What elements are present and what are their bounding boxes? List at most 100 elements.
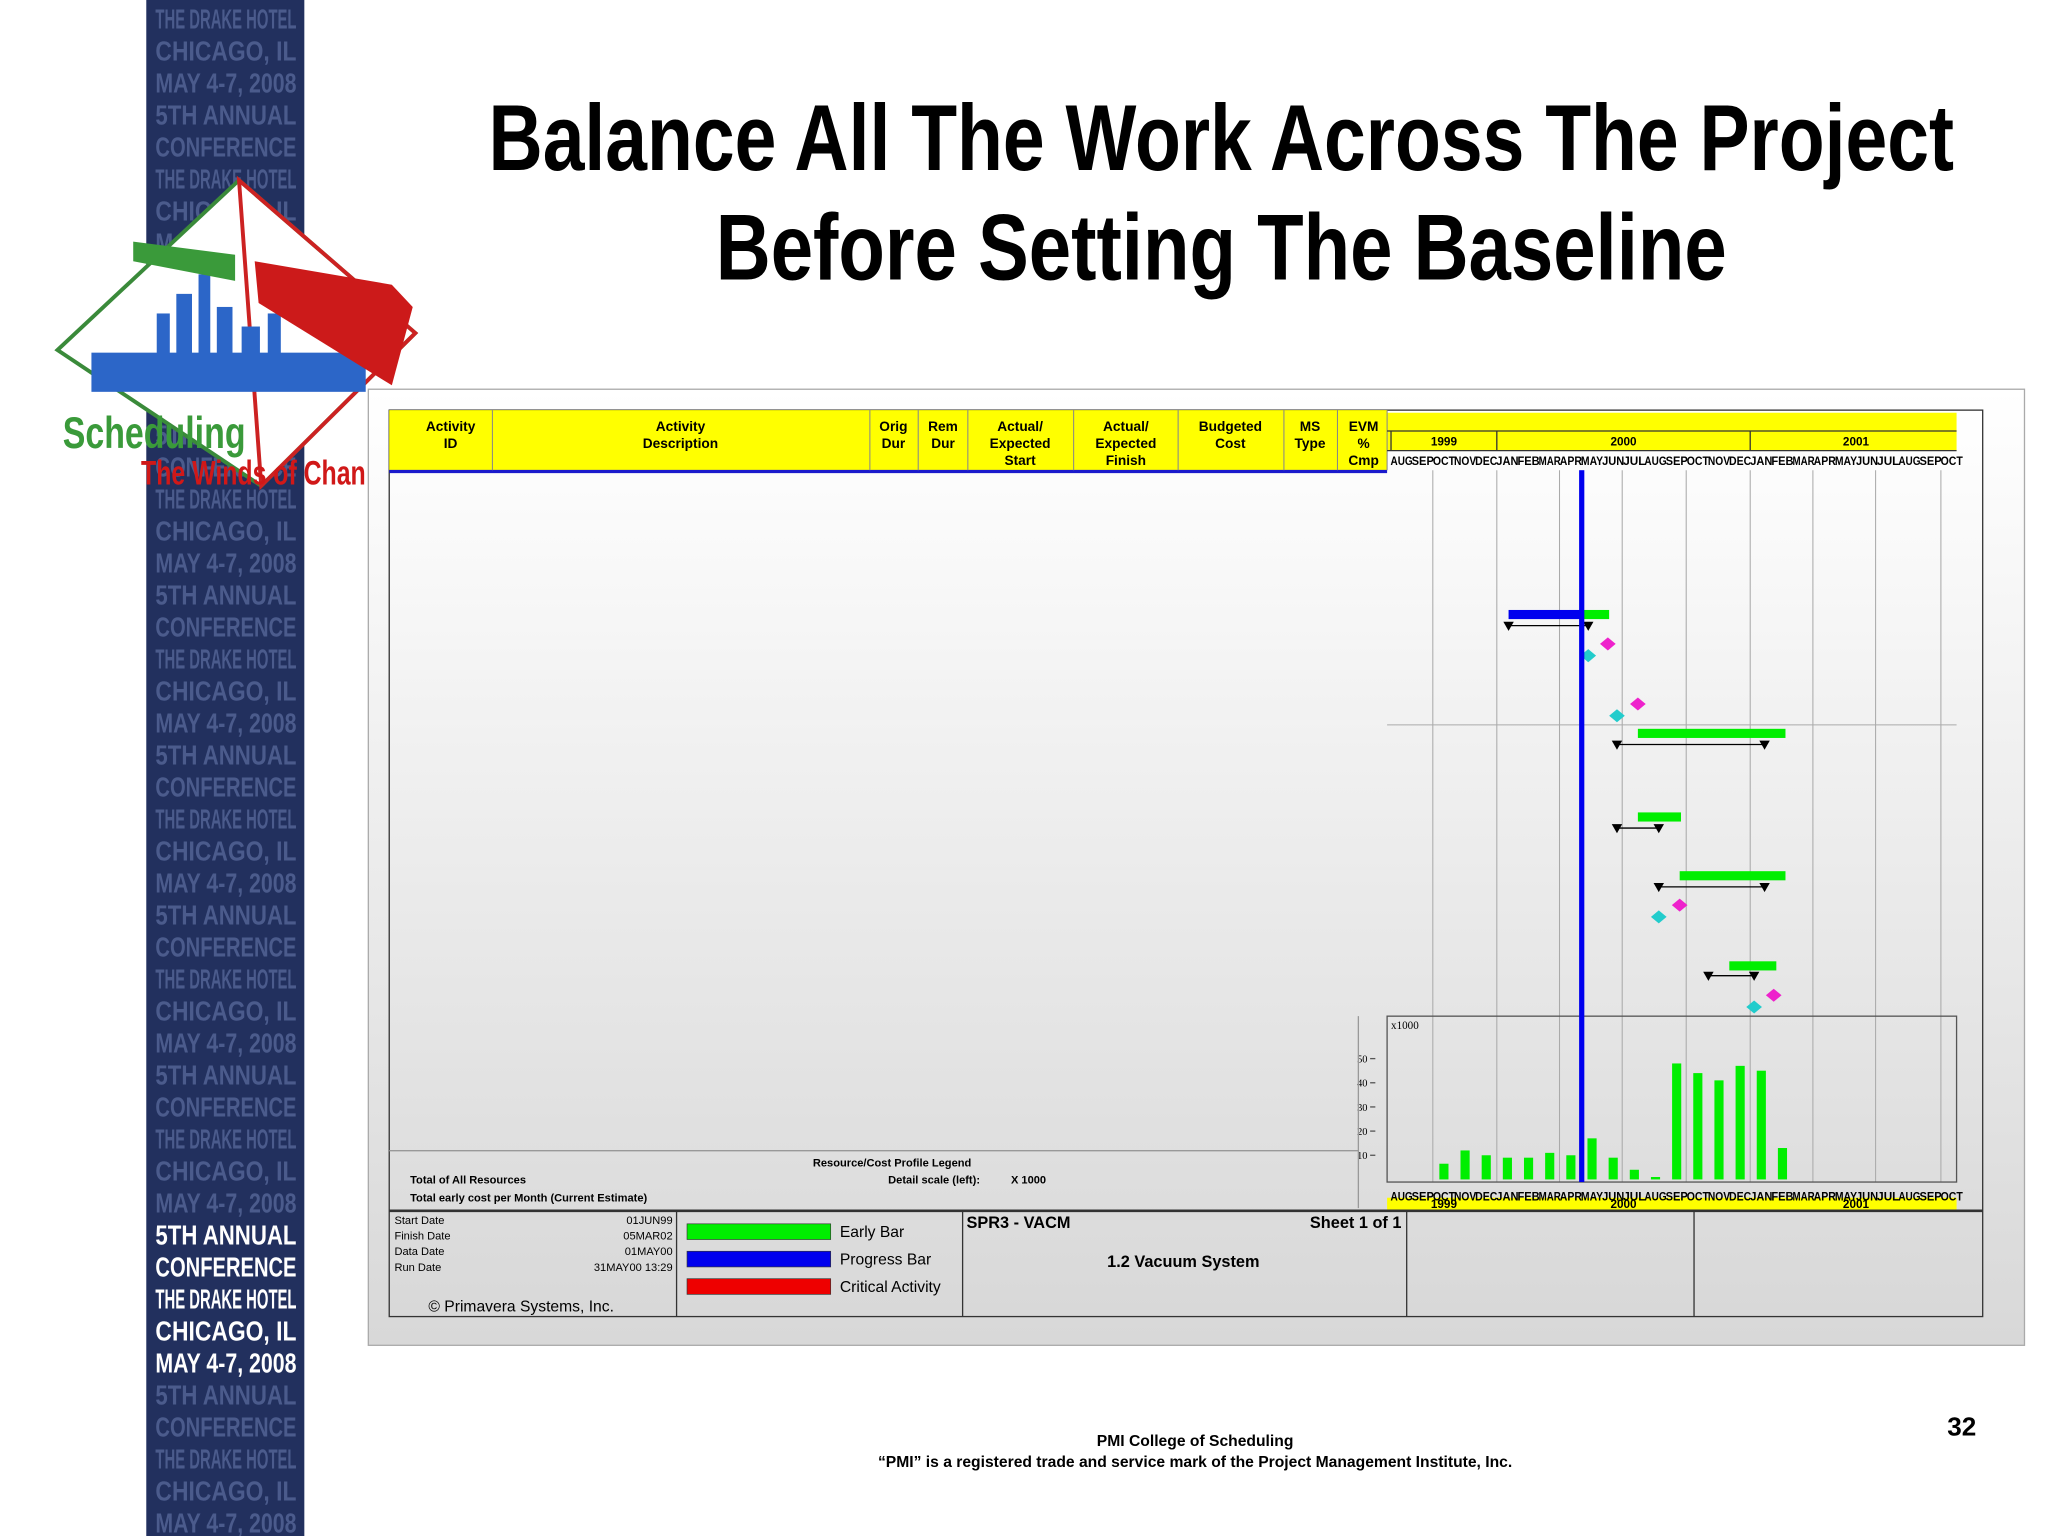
- sidebar-line: MAY 4-7, 2008: [155, 1188, 296, 1219]
- legend-swatch: [686, 1223, 832, 1240]
- resource-legend: Resource/Cost Profile Legend Total of All…: [410, 1157, 1046, 1204]
- cost-bar: [1566, 1155, 1576, 1180]
- column-labels: Activity ID Activity Description Orig Dur Rem D…: [426, 419, 1379, 468]
- column-label: Activity: [656, 419, 706, 434]
- legend-label: Early Bar: [840, 1224, 904, 1241]
- column-label: MS: [1300, 419, 1321, 434]
- sidebar-line: 5TH ANNUAL: [155, 1220, 296, 1251]
- cost-bar: [1650, 1177, 1661, 1180]
- data-date-line: [1579, 470, 1585, 1183]
- month-label: APR: [1560, 455, 1583, 468]
- month-label: SEP: [1412, 455, 1434, 468]
- month-label: JUN: [1856, 455, 1878, 468]
- date-value: 05MAR02: [623, 1231, 672, 1243]
- timeline: 199919992000200020012001AUGAUGSEPSEPOCTO…: [1387, 430, 1964, 1211]
- column-label: Dur: [882, 436, 906, 451]
- month-label: MAR: [1539, 1190, 1562, 1203]
- sidebar-line: CHICAGO, IL: [155, 516, 296, 547]
- column-label: Expected: [1095, 436, 1156, 451]
- column-label: Description: [643, 436, 718, 451]
- cost-bar: [1460, 1150, 1470, 1180]
- sidebar-line: MAY 4-7, 2008: [155, 1348, 296, 1379]
- column-label: Finish: [1106, 453, 1146, 468]
- logo: Scheduling The Winds of Chan: [54, 175, 419, 493]
- cost-bar: [1608, 1157, 1618, 1180]
- cost-bar: [1693, 1073, 1703, 1180]
- logo-subtitle: The Winds of Chan: [141, 455, 366, 493]
- legend-label: Critical Activity: [840, 1279, 941, 1296]
- legend-title: Resource/Cost Profile Legend: [813, 1157, 972, 1169]
- month-label: OCT: [1687, 455, 1710, 468]
- y-tick-label: 20: [1357, 1127, 1367, 1138]
- sidebar-line: 5TH ANNUAL: [155, 900, 296, 931]
- cost-bar: [1439, 1163, 1449, 1180]
- cost-profile-frame: [1386, 1015, 1958, 1183]
- column-label: EVM: [1349, 419, 1379, 434]
- cost-bar: [1523, 1157, 1534, 1180]
- month-label: OCT: [1433, 1190, 1456, 1203]
- date-label: Finish Date: [394, 1231, 450, 1243]
- month-label: JUL: [1877, 455, 1899, 468]
- month-label: FEB: [1517, 1190, 1539, 1203]
- column-label: Start: [1004, 453, 1036, 468]
- sidebar-line: CHICAGO, IL: [155, 996, 296, 1027]
- month-label: MAY: [1835, 1190, 1857, 1203]
- date-value: 31MAY00 13:29: [594, 1262, 673, 1274]
- month-label: NOV: [1454, 1190, 1476, 1203]
- cost-bar: [1502, 1157, 1512, 1180]
- month-label: MAY: [1581, 1190, 1603, 1203]
- month-label: APR: [1814, 455, 1837, 468]
- cost-bar: [1587, 1138, 1597, 1180]
- month-label: NOV: [1454, 455, 1476, 468]
- sidebar-line: THE DRAKE HOTEL: [155, 964, 296, 995]
- column-label: Rem: [928, 419, 958, 434]
- schedule-footer: Start Date 01JUN99 Finish Date 05MAR02 Data …: [394, 1214, 1401, 1316]
- month-label: JUL: [1623, 455, 1645, 468]
- column-label: Orig: [879, 419, 907, 434]
- sidebar-line: 5TH ANNUAL: [155, 740, 296, 771]
- month-label: NOV: [1708, 455, 1730, 468]
- schedule-page: [388, 409, 1984, 1318]
- month-label: DEC: [1729, 1190, 1752, 1203]
- cost-bar: [1777, 1148, 1788, 1180]
- section-label: 1.2 Vacuum System: [1107, 1253, 1259, 1271]
- column-label: Cost: [1215, 436, 1246, 451]
- legend-label: Progress Bar: [840, 1251, 931, 1268]
- month-label: JAN: [1496, 1190, 1518, 1203]
- month-label: SEP: [1919, 455, 1941, 468]
- month-label: DEC: [1475, 455, 1498, 468]
- legend-text: X 1000: [1011, 1174, 1046, 1186]
- gantt-grid: [1387, 470, 1957, 1183]
- cost-bar: [1481, 1155, 1491, 1180]
- year-label: 1999: [1431, 1198, 1458, 1211]
- month-label: MAR: [1793, 455, 1816, 468]
- sidebar-line: 5TH ANNUAL: [155, 580, 296, 611]
- column-label: ID: [444, 436, 458, 451]
- month-label: JUN: [1602, 455, 1624, 468]
- month-label: JAN: [1496, 455, 1518, 468]
- month-label: JUN: [1856, 1190, 1878, 1203]
- legend-swatch: [686, 1250, 832, 1268]
- month-label: SEP: [1412, 1190, 1434, 1203]
- sidebar-line: CHICAGO, IL: [155, 836, 296, 867]
- month-label: JUL: [1877, 1190, 1899, 1203]
- y-tick-label: 10: [1357, 1151, 1367, 1162]
- sidebar-line: CONFERENCE: [155, 932, 296, 963]
- sheet-label: Sheet 1 of 1: [1310, 1214, 1402, 1232]
- sidebar-line: CHICAGO, IL: [155, 36, 296, 67]
- cost-profile: x1000 10 20 30 40 50: [1357, 1020, 1788, 1180]
- footer-line: PMI College of Scheduling: [1097, 1433, 1294, 1450]
- sidebar-line: THE DRAKE HOTEL: [155, 4, 296, 35]
- month-label: AUG: [1898, 455, 1920, 468]
- month-label: FEB: [1517, 455, 1539, 468]
- sidebar-line: THE DRAKE HOTEL: [155, 484, 296, 515]
- month-label: AUG: [1390, 455, 1412, 468]
- y-tick-label: 30: [1357, 1103, 1367, 1114]
- date-label: Start Date: [394, 1215, 444, 1227]
- year-label: 2001: [1843, 1198, 1870, 1211]
- month-label: JAN: [1750, 1190, 1772, 1203]
- date-value: 01JUN99: [626, 1215, 672, 1227]
- sidebar-line: THE DRAKE HOTEL: [155, 1444, 296, 1475]
- sidebar-line: CHICAGO, IL: [155, 1156, 296, 1187]
- sidebar-line: CONFERENCE: [155, 1252, 296, 1283]
